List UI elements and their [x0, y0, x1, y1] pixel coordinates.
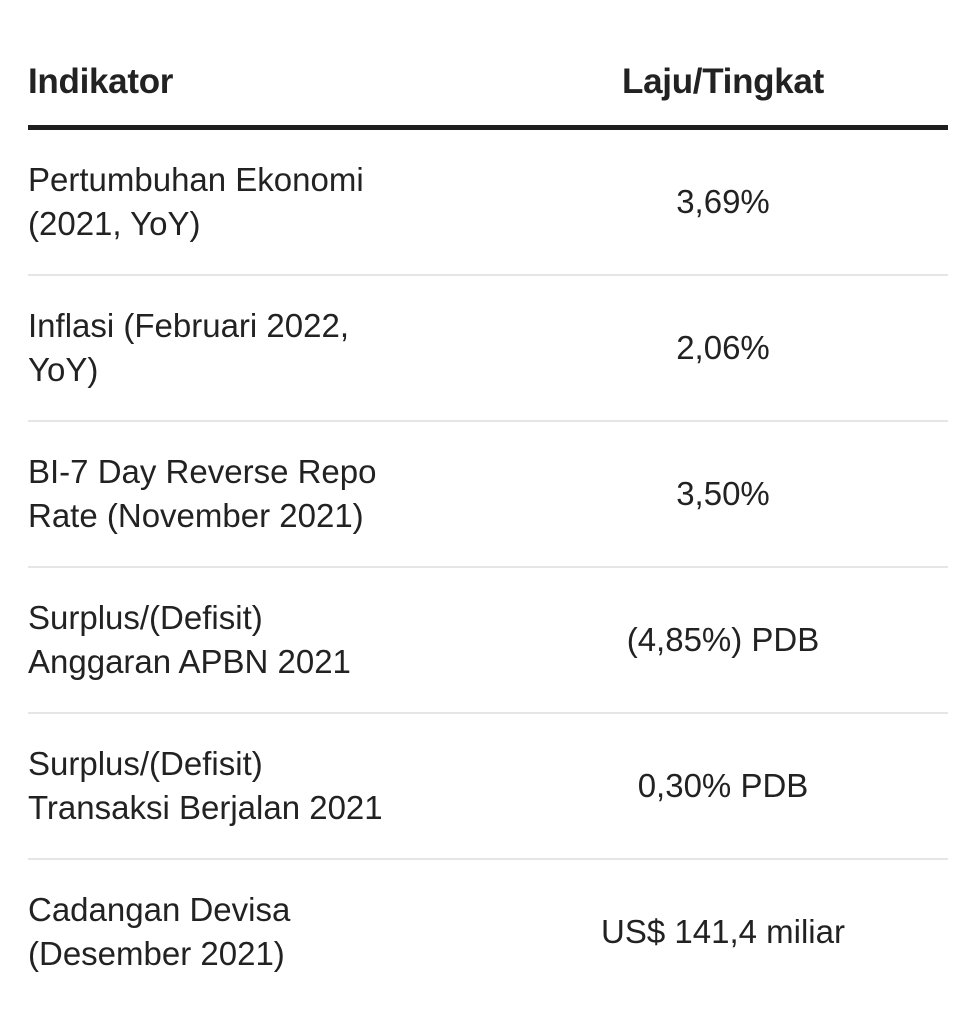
- table-row: Surplus/(Defisit) Transaksi Berjalan 202…: [28, 714, 948, 860]
- header-value: Laju/Tingkat: [622, 62, 824, 101]
- row-indicator: Pertumbuhan Ekonomi (2021, YoY): [28, 161, 364, 242]
- row-value: US$ 141,4 miliar: [601, 913, 845, 950]
- table-row: Cadangan Devisa (Desember 2021) US$ 141,…: [28, 860, 948, 1004]
- row-indicator: BI-7 Day Reverse Repo Rate (November 202…: [28, 453, 377, 534]
- row-indicator: Surplus/(Defisit) Transaksi Berjalan 202…: [28, 745, 383, 826]
- table-row: Surplus/(Defisit) Anggaran APBN 2021 (4,…: [28, 568, 948, 714]
- table-header: Indikator Laju/Tingkat: [28, 52, 948, 130]
- header-indicator: Indikator: [28, 62, 174, 101]
- row-value: 3,50%: [676, 475, 770, 512]
- row-value: 3,69%: [676, 183, 770, 220]
- table-row: Pertumbuhan Ekonomi (2021, YoY) 3,69%: [28, 130, 948, 276]
- row-indicator: Inflasi (Februari 2022, YoY): [28, 307, 349, 388]
- row-value: 0,30% PDB: [637, 767, 809, 804]
- row-value: (4,85%) PDB: [626, 621, 820, 658]
- row-indicator: Cadangan Devisa (Desember 2021): [28, 891, 291, 972]
- row-value: 2,06%: [676, 329, 770, 366]
- table-row: Inflasi (Februari 2022, YoY) 2,06%: [28, 276, 948, 422]
- table-row: BI-7 Day Reverse Repo Rate (November 202…: [28, 422, 948, 568]
- indicator-table: Indikator Laju/Tingkat Pertumbuhan Ekono…: [28, 52, 948, 1004]
- row-indicator: Surplus/(Defisit) Anggaran APBN 2021: [28, 599, 351, 680]
